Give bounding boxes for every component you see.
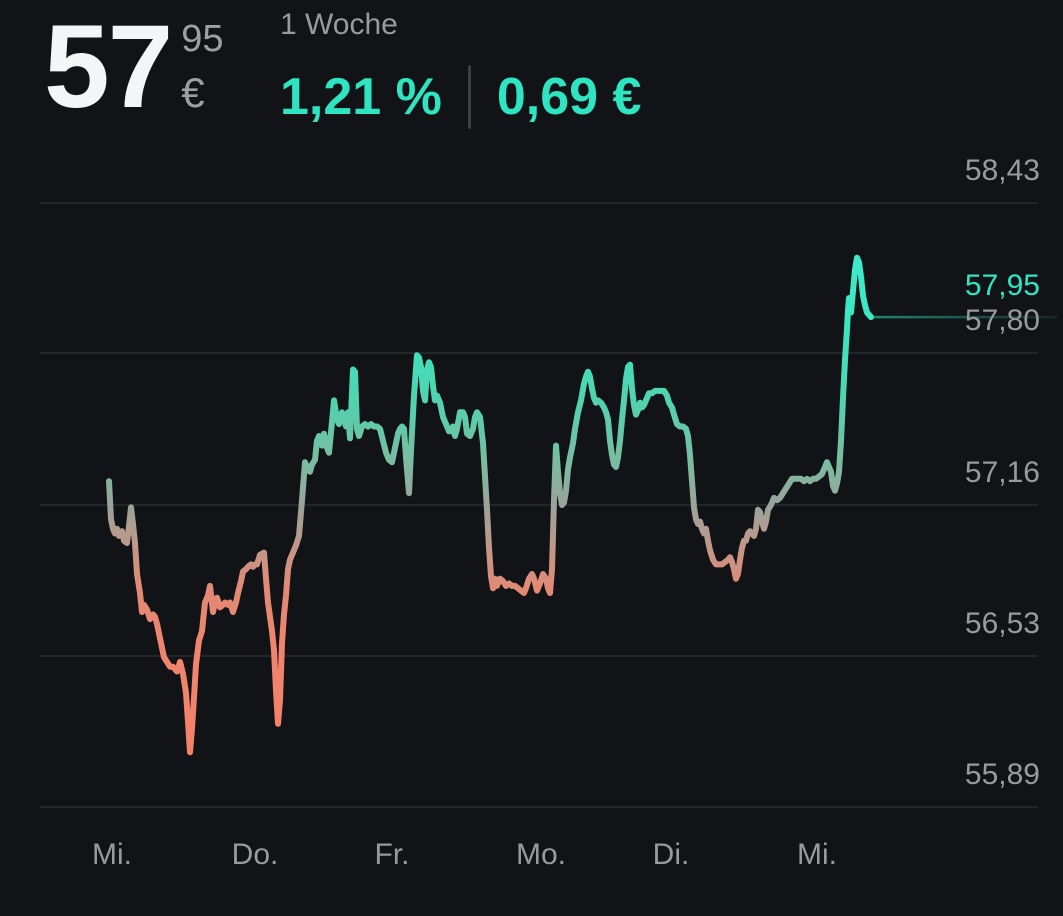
y-axis-label: 57,16 [964, 456, 1040, 489]
change-percent-value: 1,21 % [280, 68, 442, 126]
change-divider [467, 65, 471, 129]
x-axis-label: Mi. [92, 838, 132, 871]
x-axis-label: Mo. [515, 838, 567, 871]
price-line-path [106, 254, 874, 756]
change-absolute-value: 0,69 € [496, 68, 642, 126]
period-label: 1 Woche [280, 8, 398, 41]
y-axis-label: 58,43 [964, 154, 1040, 187]
price-side-column: 95 € [181, 16, 223, 114]
price-decimals: 95 [181, 18, 224, 60]
x-axis-label: Fr. [374, 838, 410, 871]
change-block: 1 Woche 1,21 % 0,69 € [280, 8, 641, 129]
y-axis-label: 57,80 [964, 304, 1040, 337]
x-axis-label: Do. [231, 838, 279, 871]
y-axis-label: 55,89 [964, 758, 1040, 791]
currency-symbol: € [181, 69, 205, 116]
x-axis-label: Di. [652, 838, 690, 871]
change-row: 1,21 % 0,69 € [280, 65, 641, 129]
current-price-block: 57 95 € [44, 1, 224, 133]
y-axis-label: 56,53 [964, 607, 1040, 640]
x-axis-label: Mi. [797, 838, 837, 871]
price-integer: 57 [44, 1, 173, 133]
current-price-label: 57,95 [964, 269, 1040, 303]
